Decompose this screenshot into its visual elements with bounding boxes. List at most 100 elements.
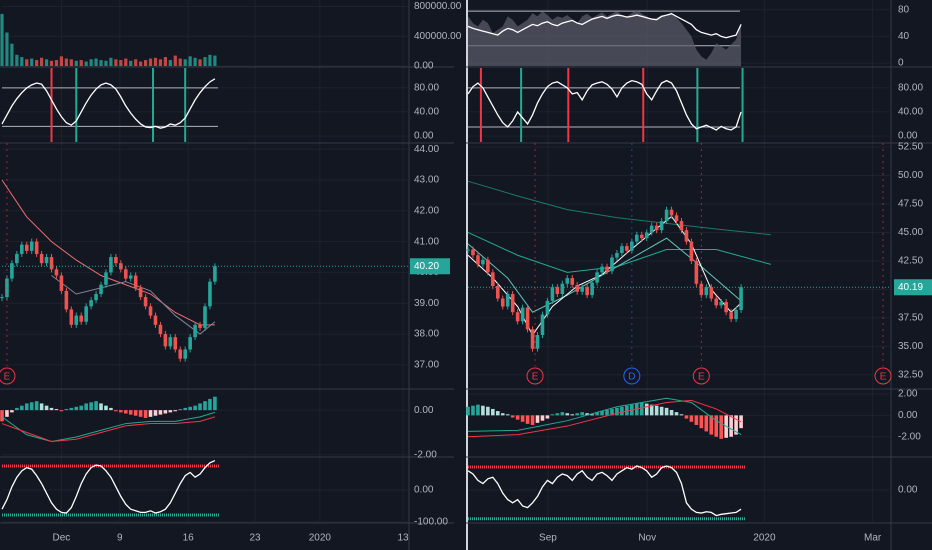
x-tick-label: 16 <box>183 533 195 544</box>
histogram-bar <box>114 410 118 412</box>
candle <box>20 244 24 254</box>
volume-bar <box>153 57 158 66</box>
histogram-bar <box>644 403 649 416</box>
histogram-bar <box>74 406 79 411</box>
candle <box>84 306 88 322</box>
candle <box>133 275 138 288</box>
volume-bar <box>173 55 177 66</box>
histogram-bar <box>39 403 44 411</box>
volume-bar <box>213 55 217 66</box>
candle <box>213 266 217 282</box>
histogram-bar <box>525 415 530 424</box>
candle <box>729 312 733 320</box>
histogram-bar <box>133 410 138 416</box>
candle <box>694 260 699 284</box>
candle <box>560 283 565 294</box>
event-marker <box>874 367 892 385</box>
candle <box>540 314 545 336</box>
y-tick-label: -2.00 <box>898 431 921 442</box>
histogram-bar <box>471 405 475 416</box>
volume-bar <box>10 43 14 66</box>
candle <box>520 307 525 322</box>
volume-bar <box>119 60 123 66</box>
y-tick-label: 44.00 <box>414 144 439 155</box>
histogram-bar <box>620 406 624 416</box>
candle <box>669 209 674 216</box>
y-tick-label: 80.00 <box>414 82 439 93</box>
event-marker <box>0 367 16 385</box>
histogram-bar <box>119 410 123 413</box>
y-tick-label: -2.00 <box>414 450 437 461</box>
candle <box>679 221 684 231</box>
volume-bar <box>74 60 78 66</box>
event-label: E <box>880 372 887 383</box>
y-tick-label: 39.00 <box>414 298 439 309</box>
histogram-bar <box>719 415 723 439</box>
candle <box>565 278 570 284</box>
volume-bar <box>89 59 93 66</box>
histogram-bar <box>486 406 490 416</box>
candle <box>163 334 168 347</box>
candle <box>620 246 624 253</box>
y-tick-label: 32.50 <box>898 370 923 381</box>
histogram-bar <box>694 415 699 425</box>
candle <box>580 287 584 292</box>
candle <box>575 284 580 292</box>
candle <box>208 281 212 307</box>
x-tick-label: Mar <box>864 533 882 544</box>
volume-bar <box>208 54 212 66</box>
histogram-bar <box>674 412 679 416</box>
candle <box>486 259 490 273</box>
histogram-bar <box>550 414 555 416</box>
candle <box>203 306 207 328</box>
last-price-label: 40.20 <box>414 261 439 272</box>
candle <box>471 249 475 256</box>
x-tick-label: Sep <box>539 533 557 544</box>
candle <box>500 298 505 307</box>
candle <box>659 221 664 231</box>
event-marker <box>623 367 641 385</box>
candle <box>183 349 187 359</box>
volume-bar <box>143 60 148 66</box>
histogram-bar <box>54 409 59 411</box>
volume-bar <box>124 58 128 66</box>
y-tick-label: 43.00 <box>414 175 439 186</box>
volume-bar <box>183 59 187 66</box>
candle <box>481 259 485 265</box>
candle <box>491 272 495 287</box>
histogram-bar <box>540 415 545 421</box>
histogram-bar <box>669 410 674 416</box>
volume-bar <box>20 57 24 66</box>
histogram-bar <box>714 415 719 437</box>
histogram-bar <box>605 410 609 416</box>
y-tick-label: 45.00 <box>898 227 923 238</box>
candle <box>595 272 599 283</box>
volume-bar <box>35 60 39 66</box>
candle <box>530 329 535 349</box>
candle <box>649 225 654 233</box>
y-tick-label: 42.50 <box>898 256 923 267</box>
histogram-bar <box>183 407 187 411</box>
candle <box>600 266 604 273</box>
candle <box>739 287 743 310</box>
candle <box>188 337 192 350</box>
candle <box>114 257 118 264</box>
volume-bar <box>114 59 118 66</box>
y-tick-label: 37.50 <box>898 313 923 324</box>
histogram-bar <box>684 415 689 419</box>
stoch-line <box>467 79 742 131</box>
histogram-bar <box>555 413 560 416</box>
volume-bar <box>49 60 54 66</box>
stoch-line <box>1 78 216 129</box>
candle <box>44 257 49 264</box>
candle <box>15 253 19 264</box>
candle <box>570 278 575 285</box>
histogram-bar <box>560 412 565 416</box>
last-price-box <box>410 258 450 275</box>
candle <box>64 290 69 310</box>
candle <box>143 297 148 307</box>
histogram-bar <box>59 410 64 412</box>
histogram-bar <box>29 402 34 411</box>
y-tick-label: 37.00 <box>414 360 439 371</box>
